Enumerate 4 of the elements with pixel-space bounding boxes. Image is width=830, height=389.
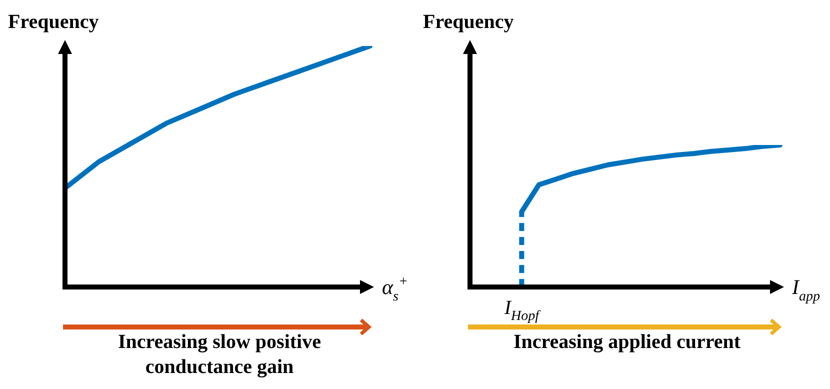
y-axis-title: Frequency xyxy=(8,11,99,33)
y-axis-title: Frequency xyxy=(423,11,514,33)
text: Increasing slow positive conductance gain xyxy=(117,330,322,380)
text: Increasing applied current xyxy=(512,330,742,355)
